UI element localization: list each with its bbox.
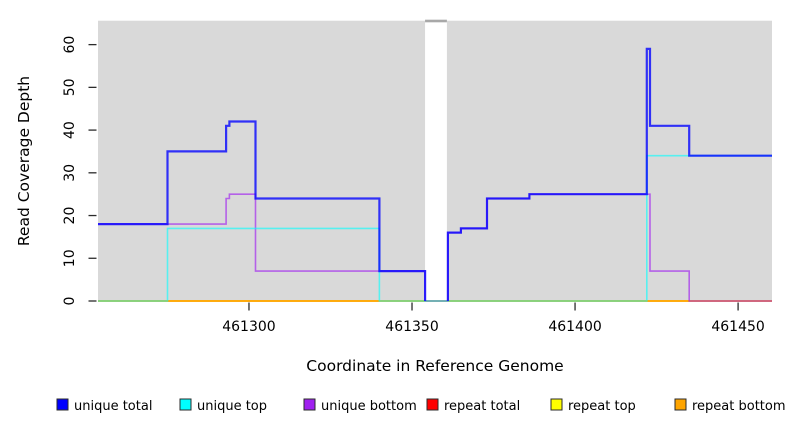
legend-label: unique top [197,399,267,414]
axis-layer: 461300 461350 461400 461450 0 10 20 30 40 50 60 [62,36,765,335]
legend-swatch [179,398,192,411]
legend-label: unique total [74,399,152,414]
legend-item-repeat-total: repeat total [426,398,520,414]
y-tick-label: 50 [62,78,78,96]
x-tick-label: 461400 [548,319,601,335]
y-tick-label: 0 [62,297,78,306]
x-tick-label: 461450 [711,319,764,335]
masked-region [425,14,447,301]
masked-region-cap [425,19,447,23]
legend-swatch [674,398,687,411]
legend-swatch [56,398,69,411]
x-axis-title: Coordinate in Reference Genome [306,357,563,375]
legend-swatch [303,398,316,411]
series-unique-total [98,47,772,301]
y-tick-label: 40 [62,121,78,139]
legend-item-repeat-bottom: repeat bottom [674,398,786,414]
y-axis-title: Read Coverage Depth [15,76,33,246]
y-tick-label: 60 [62,36,78,54]
y-tick-label: 10 [62,249,78,267]
x-tick-label: 461300 [222,319,275,335]
legend-item-repeat-top: repeat top [550,398,636,414]
legend-label: repeat bottom [692,399,786,414]
masked-region-layer [425,14,447,301]
series-layer [98,47,772,302]
y-tick-label: 30 [62,164,78,182]
legend-swatch [426,398,439,411]
legend-swatch [550,398,563,411]
legend-label: unique bottom [321,399,417,414]
legend-item-unique-top: unique top [179,398,267,414]
y-tick-label: 20 [62,207,78,225]
x-tick-label: 461350 [385,319,438,335]
legend-label: repeat total [444,399,520,414]
legend-label: repeat top [568,399,636,414]
legend-item-unique-bottom: unique bottom [303,398,417,414]
legend: unique total unique top unique bottom repea… [56,398,786,414]
legend-item-unique-total: unique total [56,398,152,414]
